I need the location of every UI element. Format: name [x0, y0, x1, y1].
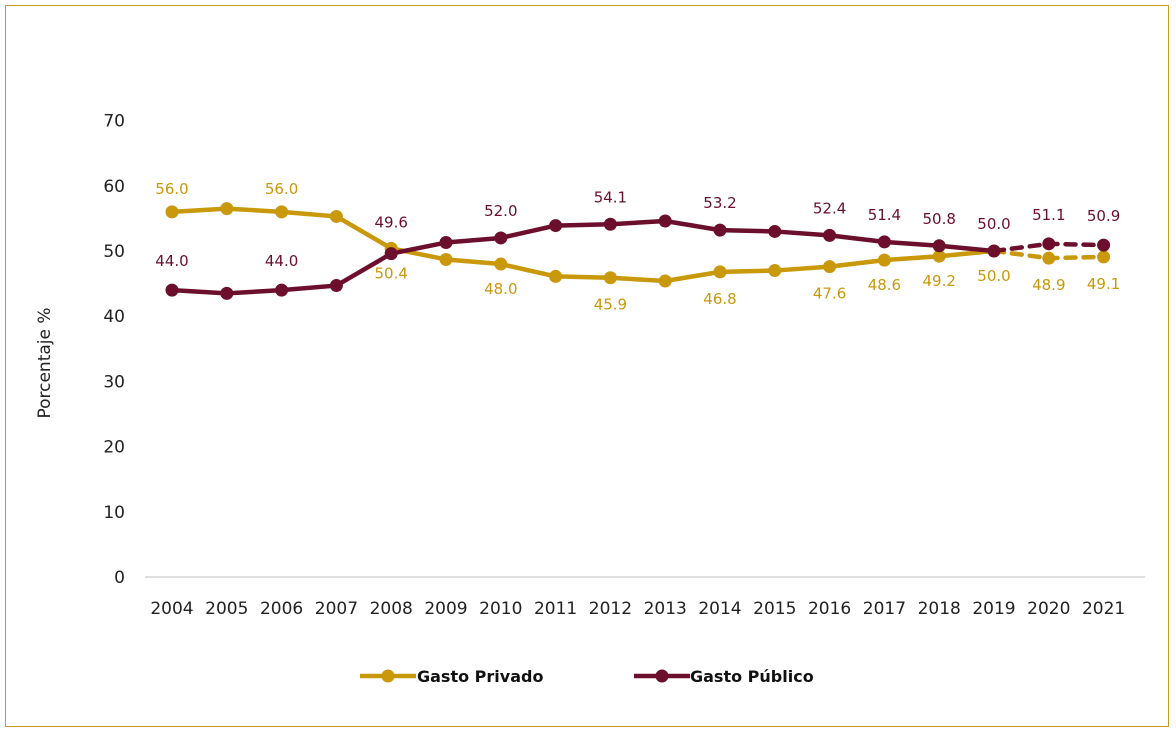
- data-point: [165, 205, 179, 219]
- data-point: [329, 279, 343, 293]
- data-point: [1042, 251, 1056, 265]
- x-tick-label: 2016: [808, 599, 851, 619]
- data-label: 50.4: [374, 264, 407, 282]
- data-label: 47.6: [813, 285, 846, 303]
- data-point: [384, 247, 398, 261]
- data-point: [439, 236, 453, 250]
- data-point: [1042, 237, 1056, 251]
- data-point: [494, 257, 508, 271]
- data-label: 50.0: [977, 267, 1010, 285]
- data-labels: 56.0 56.0 50.4 48.0 45.9 46.8 47.6 48.6 49.2 50.0…: [155, 180, 1120, 314]
- data-point: [768, 224, 782, 238]
- data-point: [275, 283, 289, 297]
- x-tick-label: 2018: [918, 599, 961, 619]
- y-tick-label: 0: [114, 568, 125, 588]
- x-tick-label: 2005: [205, 599, 248, 619]
- data-point: [658, 214, 672, 228]
- x-tick-label: 2013: [644, 599, 687, 619]
- y-tick-label: 20: [103, 438, 125, 458]
- legend-label: Gasto Privado: [417, 667, 543, 686]
- x-tick-label: 2011: [534, 599, 577, 619]
- data-label: 56.0: [265, 180, 298, 198]
- x-tick-label: 2021: [1082, 599, 1125, 619]
- data-point: [713, 265, 727, 279]
- x-tick-label: 2008: [370, 599, 413, 619]
- data-label: 49.2: [922, 272, 955, 290]
- data-label: 48.0: [484, 280, 517, 298]
- data-point: [713, 223, 727, 237]
- series-lines: [169, 206, 1106, 296]
- x-tick-label: 2014: [698, 599, 741, 619]
- data-point: [439, 252, 453, 266]
- x-axis-ticks: 2004 2005 2006 2007 2008 2009 2010 2011 2012 2013…: [150, 599, 1125, 619]
- y-axis-ticks: 0 10 20 30 40 50 60 70: [103, 112, 125, 588]
- y-tick-label: 30: [103, 372, 125, 392]
- data-label: 45.9: [594, 296, 627, 314]
- legend: Gasto Privado Gasto Público: [360, 667, 814, 686]
- data-point: [823, 228, 837, 242]
- x-tick-label: 2012: [589, 599, 632, 619]
- data-point: [768, 264, 782, 278]
- legend-marker: [381, 669, 395, 683]
- data-point: [1097, 250, 1111, 264]
- data-point: [549, 269, 563, 283]
- data-point: [603, 271, 617, 285]
- series-points: [165, 202, 1111, 300]
- data-label: 52.0: [484, 202, 517, 220]
- data-label: 50.8: [922, 210, 955, 228]
- y-tick-label: 10: [103, 503, 125, 523]
- data-point: [823, 260, 837, 274]
- data-point: [987, 244, 1001, 258]
- data-label: 50.9: [1087, 207, 1120, 225]
- y-axis-label: Porcentaje %: [35, 307, 55, 418]
- data-point: [877, 235, 891, 249]
- chart-frame: [5, 5, 1169, 727]
- data-point: [220, 286, 234, 300]
- data-point: [220, 202, 234, 216]
- data-point: [1097, 238, 1111, 252]
- data-label: 52.4: [813, 199, 846, 217]
- data-label: 48.9: [1032, 276, 1065, 294]
- data-label: 54.1: [594, 188, 627, 206]
- legend-label: Gasto Público: [690, 667, 814, 686]
- data-point: [165, 283, 179, 297]
- data-label: 56.0: [155, 180, 188, 198]
- y-tick-label: 40: [103, 307, 125, 327]
- data-label: 51.1: [1032, 206, 1065, 224]
- y-tick-label: 50: [103, 242, 125, 262]
- data-label: 51.4: [868, 206, 901, 224]
- series-line-solid: [169, 218, 997, 296]
- data-label: 49.1: [1087, 275, 1120, 293]
- data-label: 44.0: [265, 252, 298, 270]
- data-point: [603, 217, 617, 231]
- y-tick-label: 60: [103, 177, 125, 197]
- data-point: [275, 205, 289, 219]
- data-label: 44.0: [155, 252, 188, 270]
- series-line-solid: [169, 206, 997, 284]
- x-tick-label: 2015: [753, 599, 796, 619]
- data-point: [877, 253, 891, 267]
- data-point: [932, 239, 946, 253]
- data-label: 48.6: [868, 276, 901, 294]
- data-label: 46.8: [703, 290, 736, 308]
- data-point: [932, 249, 946, 263]
- x-tick-label: 2006: [260, 599, 303, 619]
- data-label: 50.0: [977, 215, 1010, 233]
- data-label: 49.6: [374, 214, 407, 232]
- data-point: [549, 219, 563, 233]
- data-point: [329, 209, 343, 223]
- legend-marker: [655, 669, 669, 683]
- x-tick-label: 2009: [424, 599, 467, 619]
- data-point: [494, 231, 508, 245]
- x-tick-label: 2004: [150, 599, 193, 619]
- data-point: [658, 274, 672, 288]
- x-tick-label: 2017: [863, 599, 906, 619]
- data-label: 53.2: [703, 194, 736, 212]
- x-tick-label: 2010: [479, 599, 522, 619]
- x-tick-label: 2019: [972, 599, 1015, 619]
- x-tick-label: 2020: [1027, 599, 1070, 619]
- y-tick-label: 70: [103, 112, 125, 132]
- x-tick-label: 2007: [315, 599, 358, 619]
